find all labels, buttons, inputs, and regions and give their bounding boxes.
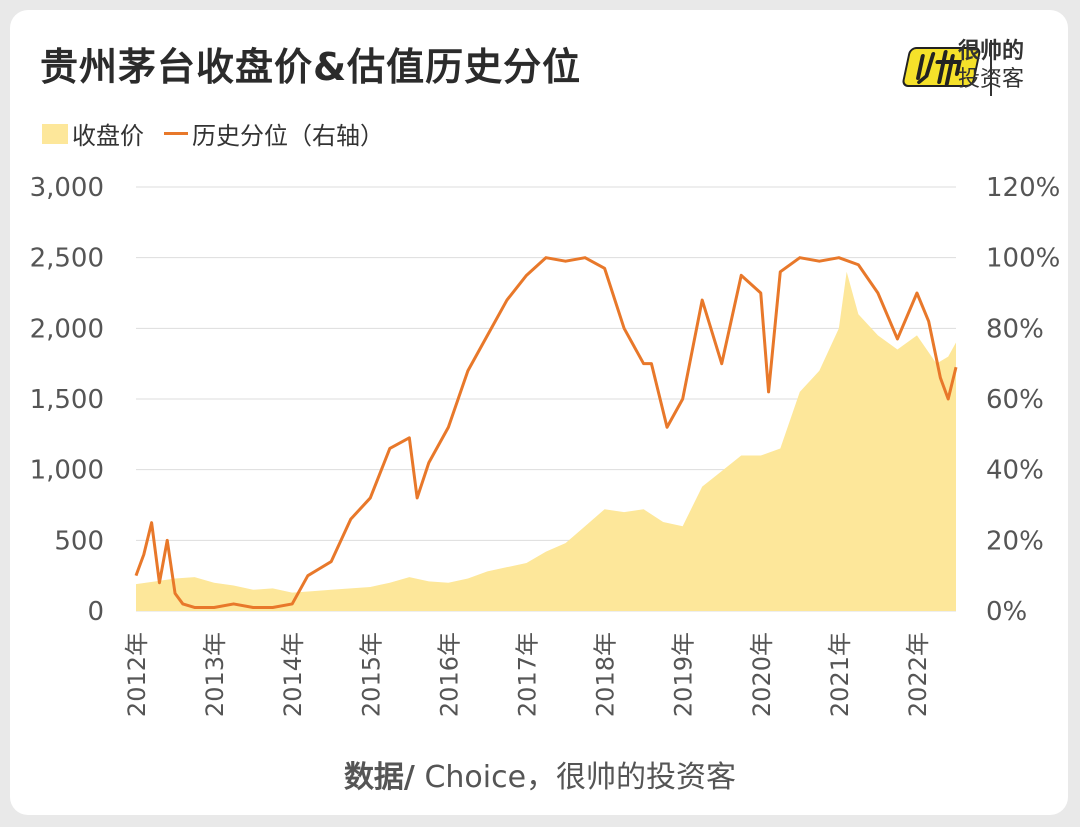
logo-line1: 很帅的 xyxy=(958,39,1025,64)
source-note: 数据/ Choice，很帅的投资客 xyxy=(0,752,1080,796)
logo-line2: 投资客 xyxy=(958,67,1025,92)
source-rest: Choice，很帅的投资客 xyxy=(414,760,737,795)
legend-item-line: 历史分位（右轴） xyxy=(164,116,384,151)
legend-label-area: 收盘价 xyxy=(72,122,144,150)
logo-text: 很帅的 投资客 xyxy=(958,38,1024,94)
legend-swatch-area xyxy=(42,123,68,144)
legend-swatch-line xyxy=(164,132,188,135)
legend-label-line: 历史分位（右轴） xyxy=(192,122,384,150)
source-bold: 数据/ xyxy=(343,760,415,795)
logo-mark xyxy=(902,40,992,96)
chart-title: 贵州茅台收盘价&估值历史分位 xyxy=(40,45,582,89)
legend-item-area: 收盘价 xyxy=(42,116,144,151)
chart-legend: 收盘价 历史分位（右轴） xyxy=(42,116,404,151)
